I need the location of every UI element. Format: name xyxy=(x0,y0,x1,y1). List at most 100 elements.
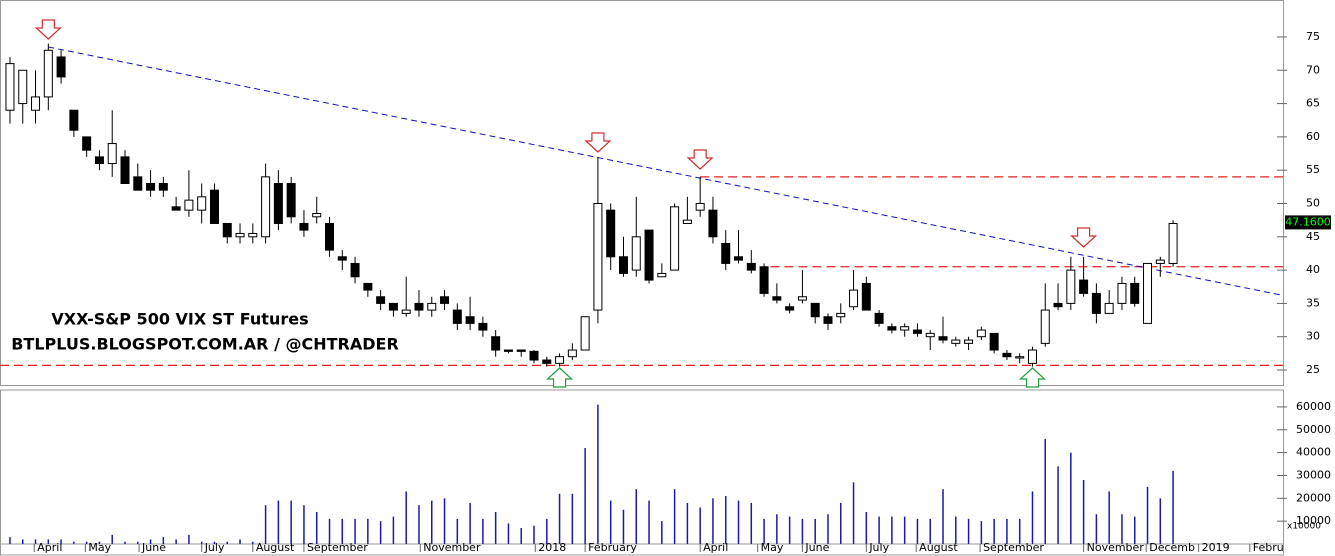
price-marker xyxy=(1285,215,1331,230)
candle-body xyxy=(376,296,386,304)
candle-body xyxy=(273,183,283,224)
candle-body xyxy=(158,183,168,191)
candle-body xyxy=(567,349,577,358)
x-tick-label: May xyxy=(88,541,111,554)
y-tick-label: 50 xyxy=(1306,196,1320,209)
candle-body xyxy=(1027,349,1037,364)
x-tick-label: November xyxy=(423,541,481,554)
candle-body xyxy=(516,349,526,352)
candle-body xyxy=(414,302,424,311)
candle-body xyxy=(721,242,731,264)
candle-body xyxy=(670,206,680,271)
x-tick-label: 2019 xyxy=(1202,541,1230,554)
annotation: BTLPLUS.BLOGSPOT.COM.AR / @CHTRADER xyxy=(11,335,399,354)
candle-body xyxy=(823,316,833,324)
candle-body xyxy=(657,272,667,278)
candle-body xyxy=(938,336,948,341)
candle-body xyxy=(171,206,181,211)
x-tick-label: July xyxy=(868,541,889,554)
candle-body xyxy=(1155,259,1165,264)
candle-body xyxy=(94,156,104,165)
candle-body xyxy=(18,69,28,105)
candle-body xyxy=(56,56,66,78)
candle-body xyxy=(261,176,271,238)
x-tick-label: Febru xyxy=(1253,541,1284,554)
price-marker-label: 47.1600 xyxy=(1285,215,1331,228)
candle-body xyxy=(695,202,705,211)
candle-body xyxy=(299,222,309,231)
candle-body xyxy=(964,339,974,344)
x-tick-label: September xyxy=(983,541,1044,554)
candle-body xyxy=(1091,292,1101,314)
x-tick-label: June xyxy=(804,541,829,554)
annotation: VXX-S&P 500 VIX ST Futures xyxy=(51,310,308,329)
candle-body xyxy=(325,222,335,251)
candle-body xyxy=(925,332,935,338)
candle-body xyxy=(503,349,513,352)
candle-body xyxy=(1143,262,1153,324)
candle-body xyxy=(580,316,590,351)
candle-body xyxy=(350,262,360,278)
price-panel xyxy=(0,0,1284,386)
candle-body xyxy=(529,350,539,361)
candle-body xyxy=(912,329,922,334)
candle-body xyxy=(618,256,628,274)
candle-body xyxy=(1002,352,1012,358)
candle-body xyxy=(209,189,219,224)
candle-body xyxy=(951,339,961,344)
volume-tick-label: 10000 xyxy=(1296,514,1331,527)
candle-body xyxy=(363,282,373,291)
candle-body xyxy=(5,63,15,111)
x-tick-label: August xyxy=(256,541,295,554)
x-tick-label: 2018 xyxy=(538,541,566,554)
candle-body xyxy=(69,109,79,131)
candle-body xyxy=(1066,269,1076,304)
volume-tick-label: 40000 xyxy=(1296,446,1331,459)
candle-body xyxy=(1168,222,1178,264)
x-tick-label: August xyxy=(919,541,958,554)
candle-body xyxy=(235,232,245,238)
candle-body xyxy=(759,266,769,294)
y-tick-label: 65 xyxy=(1306,97,1320,110)
candle-body xyxy=(1079,279,1089,294)
candle-body xyxy=(248,232,258,238)
candle-body xyxy=(682,219,692,224)
candle-body xyxy=(874,312,884,324)
volume-tick-label: 50000 xyxy=(1296,423,1331,436)
y-tick-label: 75 xyxy=(1306,30,1320,43)
candle-body xyxy=(976,329,986,338)
up-arrow xyxy=(1018,367,1047,388)
candle-body xyxy=(184,199,194,211)
candle-body xyxy=(197,196,207,211)
candle-body xyxy=(797,296,807,301)
candle-body xyxy=(1117,282,1127,304)
y-tick-label: 25 xyxy=(1306,363,1320,376)
candle-body xyxy=(989,332,999,351)
candle-body xyxy=(440,296,450,304)
x-tick-label: July xyxy=(204,541,225,554)
y-tick-label: 45 xyxy=(1306,230,1320,243)
volume-tick-label: 20000 xyxy=(1296,491,1331,504)
x-tick-label: June xyxy=(141,541,166,554)
candle-body xyxy=(810,302,820,318)
candle-body xyxy=(222,222,232,238)
candle-body xyxy=(887,326,897,331)
candle-body xyxy=(120,156,130,185)
down-arrow xyxy=(686,149,714,170)
candle-body xyxy=(312,212,322,218)
candle-body xyxy=(606,209,616,258)
candle-body xyxy=(478,322,488,331)
x-axis-band xyxy=(0,543,1284,556)
candle-body xyxy=(31,96,41,111)
candle-body xyxy=(849,289,859,308)
y-tick-label: 30 xyxy=(1306,330,1320,343)
y-tick-label: 40 xyxy=(1306,263,1320,276)
candle-body xyxy=(401,309,411,314)
candle-body xyxy=(465,316,475,324)
candle-body xyxy=(593,202,603,311)
x-tick-label: September xyxy=(307,541,368,554)
y-tick-label: 60 xyxy=(1306,130,1320,143)
candle-body xyxy=(746,262,756,271)
